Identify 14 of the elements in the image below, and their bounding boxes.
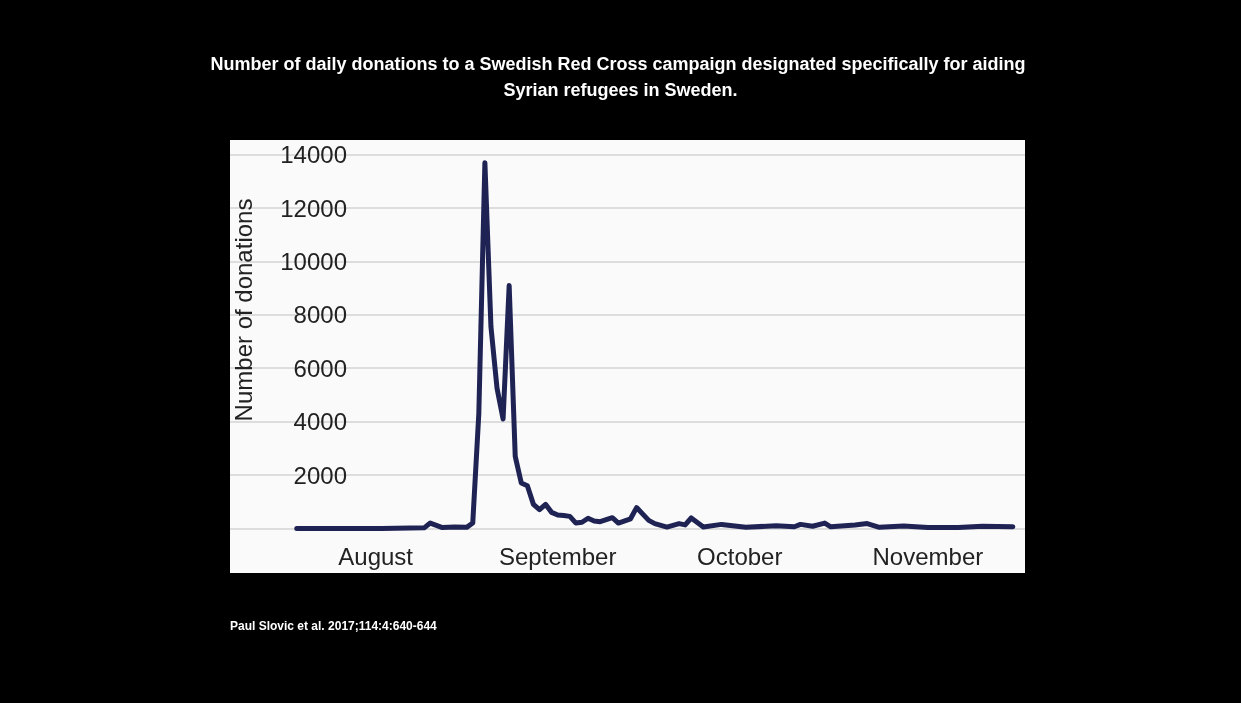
y-tick-label: 2000 [293,461,347,489]
y-tick-label: 14000 [280,141,347,169]
y-axis-title: Number of donations [229,198,257,422]
chart-title: Number of daily donations to a Swedish Red Cross campaign designated specifically for aiding Syrian refugees in Sweden. [210,54,1031,100]
x-tick-label: November [872,542,984,570]
x-tick-label: October [697,542,783,570]
y-tick-label: 4000 [293,408,347,436]
y-tick-label: 10000 [280,247,347,275]
text: Paul Slovic et al. 2017;114:4:640-644 [230,619,438,633]
x-tick-label: August [338,542,414,570]
y-tick-label: 12000 [280,194,347,222]
y-tick-label: 8000 [293,301,347,329]
y-tick-label: 6000 [293,354,347,382]
x-tick-label: September [499,542,617,570]
